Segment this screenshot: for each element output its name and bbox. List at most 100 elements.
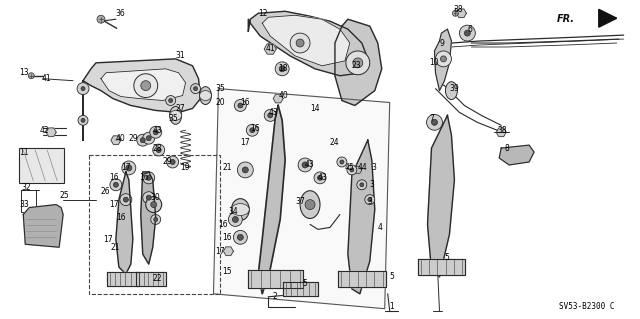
Circle shape — [234, 100, 246, 111]
Circle shape — [340, 160, 344, 164]
Text: 5: 5 — [444, 253, 449, 262]
Circle shape — [465, 30, 470, 36]
Polygon shape — [259, 106, 285, 294]
Text: 5: 5 — [390, 272, 395, 281]
Circle shape — [357, 180, 367, 190]
Circle shape — [153, 144, 164, 156]
Circle shape — [275, 62, 289, 76]
Polygon shape — [83, 59, 200, 140]
Text: 2: 2 — [272, 292, 277, 301]
Text: 38: 38 — [497, 126, 507, 135]
Text: 41: 41 — [41, 74, 51, 83]
Text: 7: 7 — [429, 114, 435, 123]
Circle shape — [166, 156, 179, 168]
Text: 17: 17 — [109, 200, 118, 209]
Text: 45: 45 — [345, 163, 355, 173]
Polygon shape — [111, 136, 121, 145]
Text: 17: 17 — [121, 163, 131, 173]
Text: 20: 20 — [216, 98, 225, 107]
Polygon shape — [348, 140, 375, 294]
Polygon shape — [136, 272, 166, 286]
Text: SV53-B2300 C: SV53-B2300 C — [559, 302, 614, 311]
Circle shape — [350, 168, 354, 172]
Circle shape — [347, 165, 357, 175]
Circle shape — [143, 172, 155, 184]
Text: 12: 12 — [259, 9, 268, 18]
Text: 3: 3 — [372, 163, 377, 173]
Text: 29: 29 — [129, 134, 138, 143]
Polygon shape — [499, 145, 534, 165]
Polygon shape — [496, 128, 506, 137]
Circle shape — [143, 192, 155, 204]
Circle shape — [365, 195, 375, 204]
Text: 10: 10 — [429, 58, 439, 67]
Circle shape — [237, 162, 253, 178]
Circle shape — [305, 200, 315, 210]
Text: 16: 16 — [139, 173, 148, 182]
Circle shape — [314, 172, 326, 184]
Text: 38: 38 — [453, 5, 463, 14]
Circle shape — [77, 83, 89, 94]
Circle shape — [110, 179, 122, 191]
Circle shape — [452, 10, 458, 16]
Text: 40: 40 — [278, 91, 288, 100]
Polygon shape — [223, 247, 234, 256]
Text: 25: 25 — [59, 191, 68, 200]
Bar — [89, 155, 220, 294]
Text: 43: 43 — [268, 108, 278, 117]
Polygon shape — [338, 271, 386, 287]
Circle shape — [353, 58, 363, 68]
Circle shape — [150, 126, 162, 138]
Circle shape — [141, 81, 151, 91]
FancyBboxPatch shape — [19, 148, 64, 183]
Polygon shape — [283, 282, 317, 296]
Text: 36: 36 — [116, 9, 125, 18]
Text: 17: 17 — [103, 235, 113, 244]
Polygon shape — [23, 204, 63, 247]
Circle shape — [140, 138, 145, 143]
Circle shape — [113, 182, 118, 187]
Text: 15: 15 — [223, 266, 232, 276]
Text: 34: 34 — [228, 207, 238, 216]
Circle shape — [360, 183, 364, 187]
Circle shape — [250, 128, 255, 133]
Polygon shape — [116, 172, 133, 274]
Text: 16: 16 — [218, 220, 228, 229]
Circle shape — [368, 198, 372, 202]
Text: 28: 28 — [153, 144, 162, 152]
Text: 17: 17 — [216, 247, 225, 256]
Text: 3: 3 — [368, 197, 372, 206]
Polygon shape — [107, 272, 139, 286]
Text: 35: 35 — [216, 84, 225, 93]
Circle shape — [126, 165, 132, 171]
Text: 16: 16 — [109, 173, 118, 182]
Circle shape — [154, 218, 157, 221]
Text: 30: 30 — [151, 193, 161, 202]
Polygon shape — [456, 9, 467, 18]
Circle shape — [431, 119, 438, 125]
Ellipse shape — [445, 82, 458, 100]
Circle shape — [147, 175, 151, 180]
Circle shape — [153, 130, 158, 135]
Circle shape — [122, 161, 136, 175]
Circle shape — [169, 99, 173, 102]
Text: 29: 29 — [163, 158, 172, 167]
Text: 11: 11 — [19, 148, 29, 157]
Circle shape — [243, 167, 248, 173]
Circle shape — [81, 87, 85, 91]
Polygon shape — [141, 172, 156, 264]
Circle shape — [460, 25, 476, 41]
Text: 37: 37 — [295, 197, 305, 206]
Text: 41: 41 — [265, 44, 275, 54]
Text: 19: 19 — [180, 163, 190, 173]
Circle shape — [234, 230, 247, 244]
Polygon shape — [101, 69, 186, 100]
Text: 16: 16 — [250, 124, 260, 133]
Polygon shape — [599, 9, 617, 27]
Ellipse shape — [170, 107, 182, 124]
Polygon shape — [428, 115, 454, 277]
Circle shape — [137, 134, 148, 146]
Circle shape — [147, 195, 151, 200]
Circle shape — [124, 197, 129, 202]
Circle shape — [143, 132, 155, 144]
